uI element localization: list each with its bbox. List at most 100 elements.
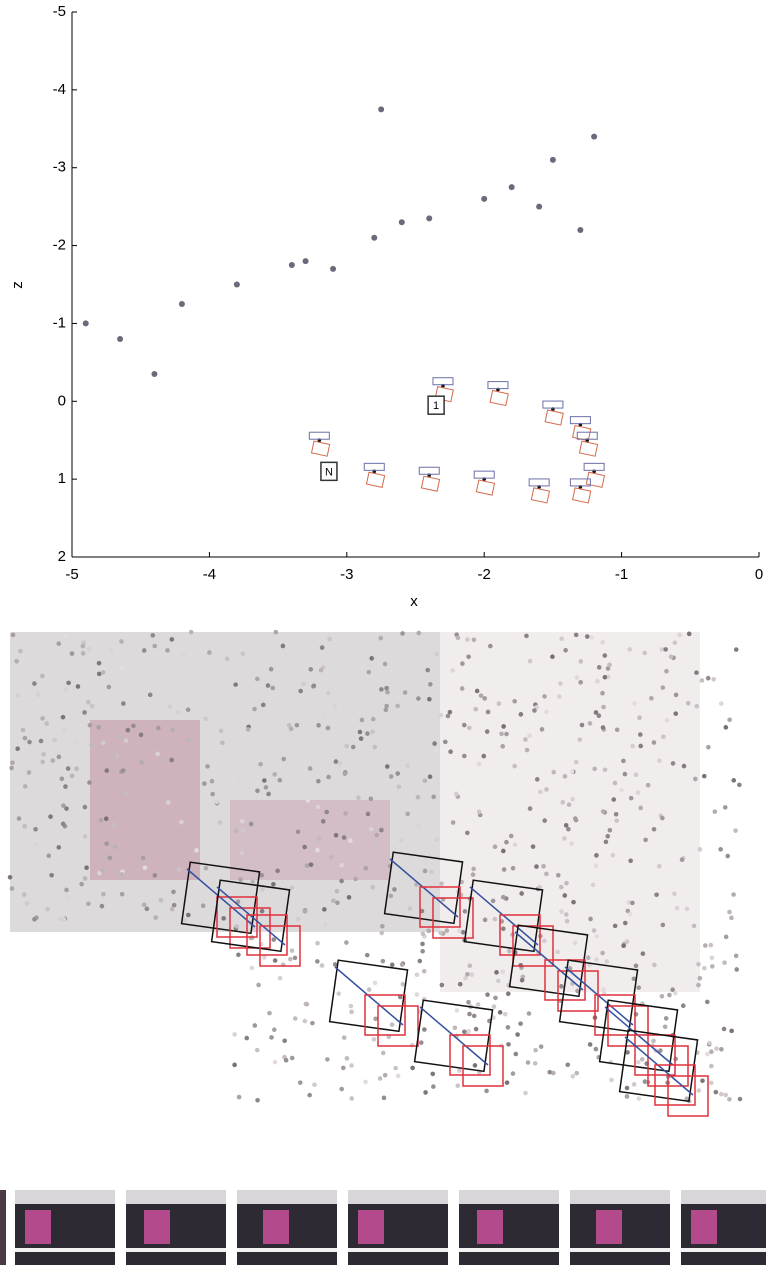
cloud-dot <box>255 677 260 682</box>
camera-frustum <box>476 480 494 495</box>
cloud-dot <box>509 834 514 839</box>
cloud-dot <box>667 993 672 998</box>
cloud-dot <box>383 662 388 667</box>
point <box>234 282 240 288</box>
cloud-dot <box>262 955 267 960</box>
cloud-dot <box>531 844 536 849</box>
cloud-dot <box>614 818 619 823</box>
cloud-dot <box>501 895 506 900</box>
cloud-dot <box>61 822 66 827</box>
cloud-dot <box>322 907 327 912</box>
point <box>426 215 432 221</box>
cloud-dot <box>674 693 679 698</box>
cloud-dot <box>488 644 493 649</box>
cloud-dot <box>556 873 561 878</box>
cloud-dot <box>636 985 641 990</box>
cloud-dot <box>238 877 243 882</box>
cloud-dot <box>636 1060 641 1065</box>
cloud-dot <box>203 716 208 721</box>
cloud-dot <box>10 760 15 765</box>
thumbnail-top <box>459 1190 559 1204</box>
cloud-dot <box>282 1038 287 1043</box>
camera-frustum <box>474 471 494 478</box>
cloud-dot <box>331 898 336 903</box>
cloud-dot <box>66 766 71 771</box>
cloud-dot <box>419 1040 424 1045</box>
cloud-dot <box>319 668 324 673</box>
cloud-dot <box>652 740 657 745</box>
cloud-dot <box>396 1074 401 1079</box>
cloud-dot <box>143 865 148 870</box>
cloud-dot <box>705 1052 710 1057</box>
cloud-dot <box>384 704 389 709</box>
cloud-dot <box>646 783 651 788</box>
cloud-dot <box>430 1072 435 1077</box>
cloud-dot <box>673 640 678 645</box>
cloud-dot <box>661 685 666 690</box>
cloud-dot <box>56 845 61 850</box>
cloud-dot <box>139 733 144 738</box>
cloud-dot <box>84 865 89 870</box>
cloud-dot <box>104 855 109 860</box>
cloud-dot <box>603 768 608 773</box>
cloud-dot <box>652 963 657 968</box>
cloud-dot <box>515 1032 520 1037</box>
cloud-dot <box>405 812 410 817</box>
cloud-dot <box>643 838 648 843</box>
cloud-dot <box>671 761 676 766</box>
cloud-dot <box>597 713 602 718</box>
cloud-dot <box>64 634 69 639</box>
chart: x z -5-4-3-2-1012-5-4-3-2-101N <box>0 0 766 620</box>
point <box>151 371 157 377</box>
cloud-dot <box>379 931 384 936</box>
cloud-dot <box>351 745 356 750</box>
cloud-dot <box>240 819 245 824</box>
cloud-dot <box>17 816 22 821</box>
cloud-dot <box>255 788 260 793</box>
cloud-dot <box>369 656 374 661</box>
cloud-dot <box>573 941 578 946</box>
cloud-dot <box>604 840 609 845</box>
cloud-dot <box>632 701 637 706</box>
cloud-dot <box>641 951 646 956</box>
cloud-dot <box>344 940 349 945</box>
cloud-dot <box>380 924 385 929</box>
cloud-dot <box>131 724 136 729</box>
cloud-dot <box>115 754 120 759</box>
cloud-dot <box>369 797 374 802</box>
cloud-dot <box>462 754 467 759</box>
cloud-dot <box>266 683 271 688</box>
cloud-dot <box>382 1096 387 1101</box>
cloud-dot <box>33 827 38 832</box>
y-tick-label: 2 <box>58 548 66 565</box>
cloud-dot <box>271 937 276 942</box>
cloud-dot <box>90 704 95 709</box>
point <box>330 266 336 272</box>
cloud-dot <box>124 738 129 743</box>
cloud-dot <box>48 814 53 819</box>
cloud-dot <box>425 668 430 673</box>
cloud-dot <box>255 1048 260 1053</box>
cloud-dot <box>349 1063 354 1068</box>
cloud-dot <box>97 661 102 666</box>
cloud-dot <box>592 767 597 772</box>
cloud-dot <box>438 931 443 936</box>
cloud-dot <box>705 1000 710 1005</box>
cloud-dot <box>661 734 666 739</box>
cloud-dot <box>348 838 353 843</box>
camera-frustum <box>419 467 439 474</box>
cloud-dot <box>594 957 599 962</box>
cloud-dot <box>541 864 546 869</box>
cloud-dot <box>588 917 593 922</box>
cloud-dot <box>293 956 298 961</box>
cloud-dot <box>523 1091 528 1096</box>
cloud-dot <box>342 835 347 840</box>
cloud-dot <box>465 972 470 977</box>
camera-frustum <box>364 463 384 470</box>
cloud-dot <box>87 780 92 785</box>
cloud-dot <box>731 892 736 897</box>
cloud-dot <box>467 1012 472 1017</box>
cloud-dot <box>484 1089 489 1094</box>
cloud-dot <box>501 724 506 729</box>
cloud-dot <box>232 1063 237 1068</box>
